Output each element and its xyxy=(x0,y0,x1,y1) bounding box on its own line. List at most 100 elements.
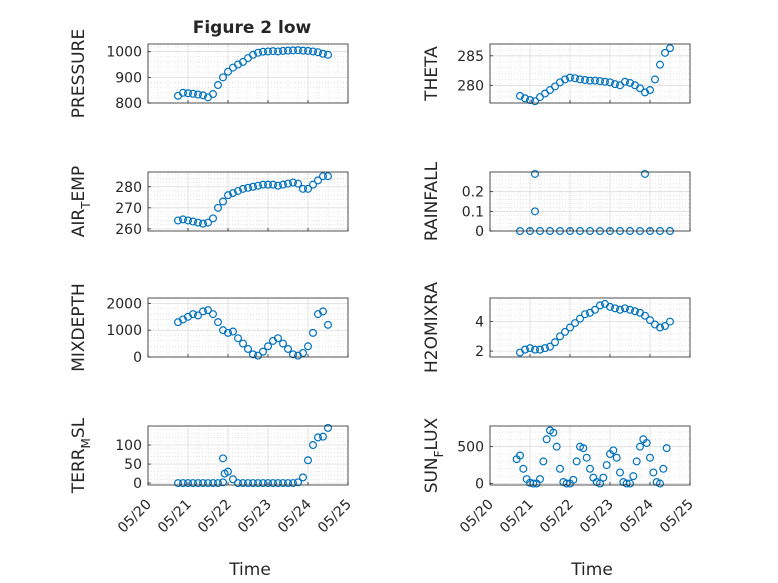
data-point xyxy=(174,216,183,225)
y-tick-label: 50 xyxy=(124,457,142,473)
data-point xyxy=(595,77,604,86)
subplot-h2omixra: 2 4 H2OMIXRA xyxy=(422,282,691,373)
y-tick-label: 2000 xyxy=(106,296,142,312)
y-axis-label-main: THETA xyxy=(422,46,442,102)
data-point xyxy=(264,180,273,189)
data-point xyxy=(254,351,263,360)
data-point xyxy=(582,453,591,462)
data-point xyxy=(209,479,218,488)
y-axis-label-main: TERR xyxy=(69,448,89,494)
axes-box xyxy=(147,171,349,232)
figure-title: Figure 2 low xyxy=(193,18,312,38)
y-axis-label: RAINFALL xyxy=(422,161,442,241)
x-tick-label: 05/21 xyxy=(155,497,195,537)
data-point xyxy=(219,478,228,487)
x-tick-label: 05/20 xyxy=(115,497,155,537)
data-point xyxy=(635,442,644,451)
y-axis-label-subscript: M xyxy=(79,438,93,448)
data-point xyxy=(539,457,548,466)
data-point xyxy=(299,46,308,55)
data-point xyxy=(615,305,624,314)
x-tick-label: 05/22 xyxy=(537,497,577,537)
data-point xyxy=(229,189,238,198)
data-point xyxy=(609,446,618,455)
data-point xyxy=(655,479,664,488)
data-point xyxy=(199,307,208,316)
data-point xyxy=(269,180,278,189)
data-point xyxy=(189,89,198,98)
y-axis-label-main: SUN xyxy=(422,457,442,493)
subplot-theta: 280 285 THETA xyxy=(422,43,691,106)
data-point xyxy=(304,342,313,351)
y-tick-label: 0.2 xyxy=(462,185,484,201)
data-point xyxy=(640,88,649,97)
data-point xyxy=(179,479,188,488)
data-point xyxy=(244,183,253,192)
x-tick-label: 05/21 xyxy=(497,497,537,537)
y-axis-label: AIRTEMP xyxy=(69,166,93,237)
y-axis-label: MIXDEPTH xyxy=(69,283,89,372)
data-point xyxy=(289,46,298,55)
data-point xyxy=(274,47,283,56)
data-point xyxy=(269,47,278,56)
data-point xyxy=(219,73,228,82)
data-point xyxy=(525,344,534,353)
data-point xyxy=(565,323,574,332)
axes-box xyxy=(147,425,349,486)
y-tick-label: 0.1 xyxy=(462,204,484,220)
y-tick-label: 4 xyxy=(475,315,484,331)
data-point xyxy=(590,76,599,85)
data-point xyxy=(622,479,631,488)
data-point xyxy=(595,301,604,310)
data-point xyxy=(520,94,529,103)
data-point xyxy=(324,423,333,432)
y-tick-label: 1000 xyxy=(106,45,142,61)
data-point xyxy=(632,457,641,466)
data-point xyxy=(620,77,629,86)
data-point xyxy=(254,479,263,488)
subplot-mixdepth: 0 1000 2000 MIXDEPTH xyxy=(69,283,349,372)
data-point xyxy=(239,57,248,66)
data-point xyxy=(560,75,569,84)
data-point xyxy=(249,50,258,59)
y-axis-label: H2OMIXRA xyxy=(422,282,442,373)
data-point xyxy=(660,48,669,57)
data-point xyxy=(665,317,674,326)
y-tick-label: 280 xyxy=(457,78,484,94)
subplot-air-temp: 260 270 280 AIRTEMP xyxy=(69,166,349,238)
data-point xyxy=(214,318,223,327)
plot-area xyxy=(148,44,348,103)
x-tick-label: 05/25 xyxy=(657,497,697,537)
y-axis-label-tail: EMP xyxy=(69,166,89,202)
data-point xyxy=(199,91,208,100)
axes-box xyxy=(489,297,691,358)
data-point xyxy=(204,306,213,315)
y-axis-label-main: AIR xyxy=(69,209,89,238)
data-point xyxy=(612,453,621,462)
subplot-sun-flux: 0 500 05/20 05/21 05/22 05/23 05/24 05/25 Time SU… xyxy=(422,417,697,580)
subplot-terr-msl: 0 50 100 05/20 05/21 05/22 05/23 05/24 05/25 Time… xyxy=(69,417,355,580)
data-point xyxy=(602,461,611,470)
data-point xyxy=(220,469,229,478)
data-point xyxy=(209,90,218,99)
y-tick-label: 500 xyxy=(457,440,484,456)
data-point xyxy=(259,47,268,56)
data-point xyxy=(274,334,283,343)
data-point xyxy=(234,334,243,343)
data-point xyxy=(309,328,318,337)
data-point xyxy=(304,46,313,55)
data-point xyxy=(530,97,539,106)
data-point xyxy=(629,472,638,481)
data-point xyxy=(635,84,644,93)
data-point xyxy=(319,49,328,58)
data-point xyxy=(620,304,629,313)
data-point xyxy=(304,184,313,193)
data-point xyxy=(234,479,243,488)
data-point xyxy=(585,464,594,473)
data-point xyxy=(239,339,248,348)
data-point xyxy=(525,96,534,105)
data-point xyxy=(530,169,539,178)
x-tick-label: 05/25 xyxy=(315,497,355,537)
data-point xyxy=(289,350,298,359)
data-point xyxy=(569,475,578,484)
